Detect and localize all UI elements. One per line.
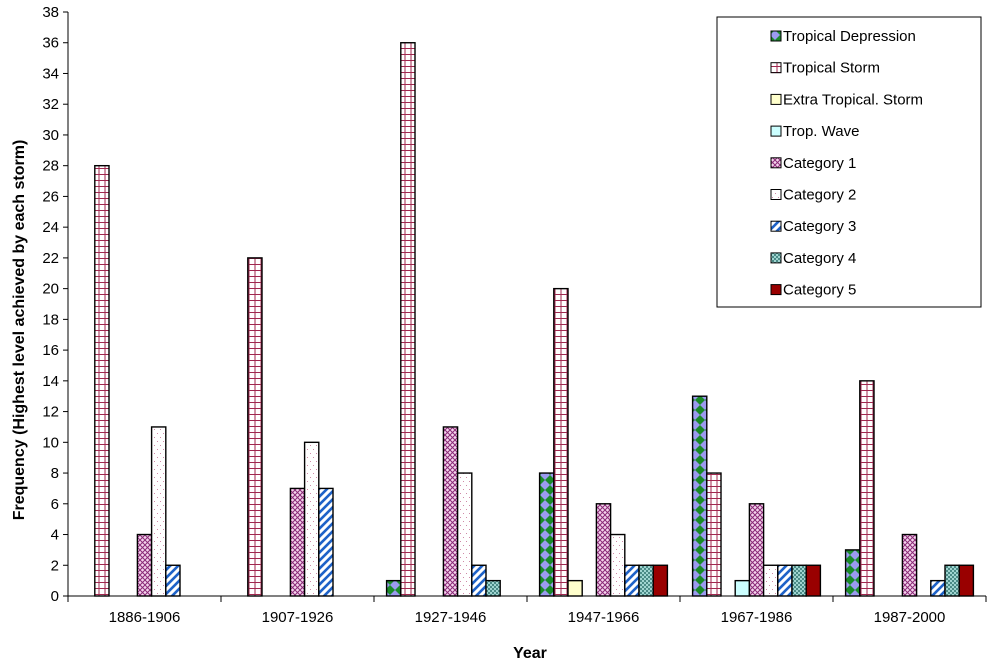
y-tick-label: 8 <box>51 465 59 482</box>
legend-label-category-3: Category 3 <box>783 218 856 235</box>
x-tick-label: 1907-1926 <box>262 609 334 626</box>
bar-tropical-storm-1967-1986 <box>706 472 722 597</box>
y-tick-label: 10 <box>42 434 59 451</box>
bar-category-4-1927-1946 <box>485 579 501 597</box>
bar-tropical-storm-1907-1926 <box>247 257 263 597</box>
y-tick-label: 30 <box>42 127 59 144</box>
bar-category-2-1907-1926 <box>303 441 320 597</box>
legend-box <box>716 16 982 308</box>
y-tick-label: 38 <box>42 4 59 21</box>
bar-category-5-1967-1986 <box>805 564 822 597</box>
bar-tropical-storm-1927-1946 <box>400 42 416 597</box>
bar-category-1-1987-2000 <box>901 533 918 597</box>
bar-tropical-depression-1927-1946 <box>385 579 402 597</box>
bar-category-3-1886-1906 <box>165 564 181 597</box>
bar-category-3-1967-1986 <box>777 564 793 597</box>
y-tick-label: 18 <box>42 311 59 328</box>
bar-category-4-1967-1986 <box>791 564 807 597</box>
bar-category-2-1886-1906 <box>150 426 167 597</box>
legend-swatch-tropical-depression <box>770 30 782 42</box>
bar-tropical-depression-1947-1966 <box>538 472 555 597</box>
bar-category-4-1947-1966 <box>638 564 654 597</box>
legend-label-category-4: Category 4 <box>783 250 856 267</box>
x-tick-label: 1947-1966 <box>568 609 640 626</box>
legend-swatch-extra-tropical-storm <box>770 93 782 105</box>
legend-swatch-category-4 <box>770 252 782 264</box>
bar-category-1-1886-1906 <box>136 533 153 597</box>
bar-category-3-1947-1966 <box>624 564 640 597</box>
x-axis: 1886-1906 1907-1926 1927-1946 1947-1966 1967… <box>67 595 987 626</box>
y-tick-label: 20 <box>42 281 59 298</box>
x-tick-label: 1886-1906 <box>109 609 181 626</box>
bar-extra-tropical-storm-1947-1966 <box>567 579 583 597</box>
y-tick-label: 6 <box>51 496 59 513</box>
bar-tropical-storm-1886-1906 <box>94 164 110 597</box>
legend-swatch-category-5 <box>770 284 782 296</box>
legend-swatch-category-1 <box>770 157 782 169</box>
bars <box>94 42 975 597</box>
legend-swatch-category-2 <box>770 189 782 200</box>
bar-category-2-1947-1966 <box>609 533 626 597</box>
y-tick-label: 36 <box>42 35 59 52</box>
legend-swatch-trop-wave <box>770 125 782 137</box>
legend-label-tropical-depression: Tropical Depression <box>783 28 916 45</box>
y-tick-label: 26 <box>42 188 59 205</box>
legend-label-trop-wave: Trop. Wave <box>783 123 859 140</box>
legend: Tropical Depression Tropical Storm Extra T… <box>716 16 982 308</box>
legend-label-extra-tropical-storm: Extra Tropical. Storm <box>783 91 923 108</box>
y-tick-label: 12 <box>42 404 59 421</box>
bar-category-5-1947-1966 <box>652 564 669 597</box>
legend-label-tropical-storm: Tropical Storm <box>783 60 880 77</box>
y-tick-label: 28 <box>42 158 59 175</box>
bar-category-3-1907-1926 <box>318 487 334 597</box>
x-tick-label: 1987-2000 <box>874 609 946 626</box>
bar-category-4-1987-2000 <box>944 564 960 597</box>
bar-category-1-1907-1926 <box>289 487 306 597</box>
legend-swatch-category-3 <box>770 220 782 232</box>
bar-category-3-1927-1946 <box>471 564 487 597</box>
x-axis-title: Year <box>513 645 547 662</box>
y-tick-label: 24 <box>42 219 59 236</box>
bar-trop-wave-1967-1986 <box>734 579 751 597</box>
bar-tropical-depression-1967-1986 <box>691 395 708 597</box>
y-tick-label: 14 <box>42 373 59 390</box>
y-tick-label: 16 <box>42 342 59 359</box>
y-tick-label: 2 <box>51 557 59 574</box>
y-tick-label: 0 <box>51 588 59 605</box>
bar-category-1-1927-1946 <box>442 426 459 597</box>
legend-label-category-2: Category 2 <box>783 187 856 204</box>
y-tick-label: 34 <box>42 65 59 82</box>
y-tick-label: 4 <box>51 527 59 544</box>
bar-tropical-storm-1987-2000 <box>859 380 875 597</box>
y-tick-label: 22 <box>42 250 59 267</box>
y-axis-title: Frequency (Highest level achieved by eac… <box>11 140 28 521</box>
bar-category-2-1967-1986 <box>762 564 779 597</box>
bar-category-5-1987-2000 <box>958 564 975 597</box>
legend-label-category-5: Category 5 <box>783 282 856 299</box>
bar-category-1-1947-1966 <box>595 503 612 597</box>
x-tick-label: 1967-1986 <box>721 609 793 626</box>
bar-category-2-1927-1946 <box>456 472 473 597</box>
bar-tropical-storm-1947-1966 <box>553 287 569 597</box>
bar-category-1-1967-1986 <box>748 503 765 597</box>
y-tick-label: 32 <box>42 96 59 113</box>
bar-tropical-depression-1987-2000 <box>844 549 861 597</box>
legend-label-category-1: Category 1 <box>783 155 856 172</box>
x-tick-label: 1927-1946 <box>415 609 487 626</box>
bar-category-3-1987-2000 <box>930 579 946 597</box>
legend-swatch-tropical-storm <box>770 62 782 74</box>
